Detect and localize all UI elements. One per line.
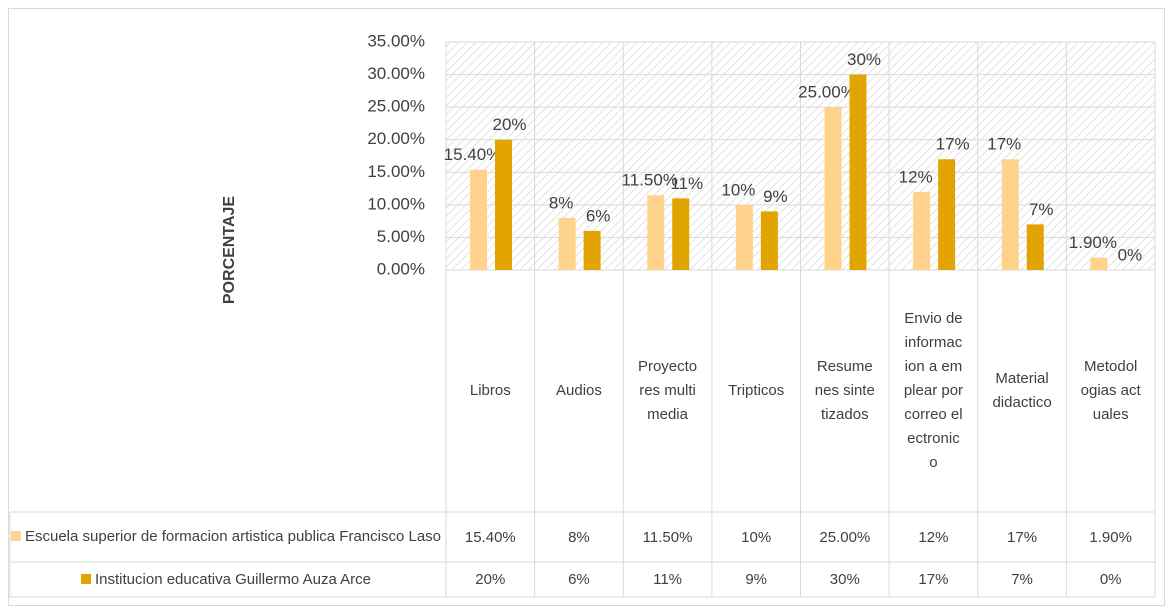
bar xyxy=(760,211,778,270)
y-tick-label: 5.00% xyxy=(377,227,425,246)
x-tick-label: Resumenes sintetizados xyxy=(814,358,875,423)
table-cell: 0% xyxy=(1099,571,1122,588)
table-cell: 20% xyxy=(475,571,506,588)
bar xyxy=(1026,224,1044,270)
y-tick-label: 20.00% xyxy=(367,129,425,148)
data-label: 17% xyxy=(936,135,970,154)
table-cell: 30% xyxy=(829,571,860,588)
table-cell: 17% xyxy=(918,571,949,588)
y-tick-label: 30.00% xyxy=(367,64,425,83)
y-axis-title: PORCENTAJE xyxy=(221,196,238,304)
bar xyxy=(647,195,665,270)
data-label: 10% xyxy=(721,180,755,199)
y-tick-label: 35.00% xyxy=(367,31,425,50)
bar xyxy=(735,204,753,270)
bar xyxy=(938,159,956,270)
data-label: 11% xyxy=(670,174,703,193)
data-label: 0% xyxy=(1118,245,1143,264)
x-tick-label: Audios xyxy=(556,382,602,399)
table-cell: 15.40% xyxy=(464,528,516,546)
legend-entry: Escuela superior de formacion artistica … xyxy=(10,512,442,562)
y-tick-label: 10.00% xyxy=(367,194,425,213)
table-cell: 10% xyxy=(741,528,772,546)
bar xyxy=(583,230,601,270)
data-label: 1.90% xyxy=(1069,233,1117,252)
table-cell: 11% xyxy=(653,571,683,588)
x-tick-label: Proyectores multimedia xyxy=(637,358,698,423)
bar xyxy=(849,74,867,270)
data-label: 8% xyxy=(549,193,574,212)
table-cell: 9% xyxy=(745,571,768,588)
bar xyxy=(558,217,576,270)
bar xyxy=(824,107,842,271)
chart-border xyxy=(8,8,1165,606)
data-label: 6% xyxy=(586,206,611,225)
data-label: 9% xyxy=(763,187,788,206)
table-cell: 11.50% xyxy=(642,528,693,546)
bar xyxy=(913,191,931,270)
data-label: 11.50% xyxy=(622,171,678,190)
data-label: 15.40% xyxy=(444,145,502,164)
legend-entry: Institucion educativa Guillermo Auza Arc… xyxy=(10,562,442,597)
data-label: 7% xyxy=(1029,200,1054,219)
bar xyxy=(1001,159,1019,270)
data-label: 30% xyxy=(847,50,881,69)
y-tick-label: 25.00% xyxy=(367,97,425,116)
legend-label: Institucion educativa Guillermo Auza Arc… xyxy=(95,570,371,588)
x-tick-label: Tripticos xyxy=(728,382,785,399)
table-cell: 6% xyxy=(568,571,590,588)
x-tick-label: Libros xyxy=(469,382,511,399)
x-tick-label: Metodologias actuales xyxy=(1080,358,1141,423)
y-tick-label: 15.00% xyxy=(367,162,425,181)
data-label: 17% xyxy=(987,135,1021,154)
table-cell: 12% xyxy=(918,528,949,546)
data-label: 20% xyxy=(492,115,526,134)
bar xyxy=(470,169,487,270)
table-cell: 1.90% xyxy=(1089,528,1132,546)
data-label: 12% xyxy=(899,167,933,186)
bar xyxy=(1090,257,1108,270)
legend-key xyxy=(81,573,91,584)
x-tick-label: Envio de informacion a emplear por corre… xyxy=(903,310,964,471)
table-cell: 8% xyxy=(568,528,590,546)
y-tick-label: 0.00% xyxy=(377,259,425,278)
table-cell: 17% xyxy=(1007,528,1038,546)
legend-key xyxy=(10,531,21,541)
bar xyxy=(495,139,512,270)
legend-label: Escuela superior de formacion artistica … xyxy=(24,528,442,545)
table-cell: 7% xyxy=(1011,571,1033,588)
data-label: 25.00% xyxy=(798,83,856,102)
x-tick-label: Material didactico xyxy=(992,370,1052,411)
table-cell: 25.00% xyxy=(819,528,871,546)
bar xyxy=(672,198,690,270)
